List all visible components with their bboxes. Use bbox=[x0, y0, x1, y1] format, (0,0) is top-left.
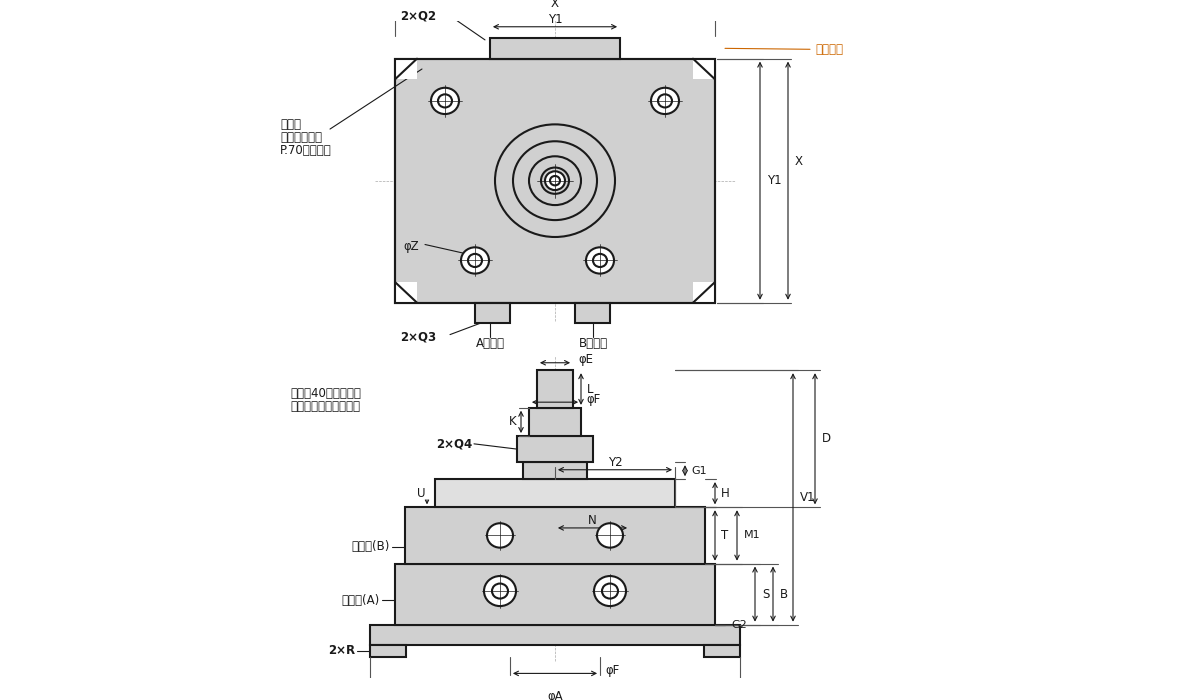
Text: 2×Q4: 2×Q4 bbox=[436, 438, 472, 450]
Circle shape bbox=[594, 576, 627, 606]
Bar bbox=[395, 564, 715, 624]
Circle shape bbox=[431, 88, 459, 114]
Text: M1: M1 bbox=[744, 531, 761, 540]
Circle shape bbox=[593, 254, 607, 267]
Text: φE: φE bbox=[577, 354, 593, 366]
Circle shape bbox=[492, 584, 508, 598]
Text: 2×Q2: 2×Q2 bbox=[400, 10, 436, 23]
Circle shape bbox=[651, 88, 679, 114]
Circle shape bbox=[488, 523, 513, 547]
Bar bbox=[490, 38, 621, 59]
Text: Bポート: Bポート bbox=[579, 337, 607, 351]
Circle shape bbox=[550, 176, 559, 186]
Bar bbox=[692, 282, 715, 302]
Bar bbox=[395, 59, 715, 302]
Text: D: D bbox=[822, 433, 831, 445]
Bar bbox=[370, 624, 740, 645]
Text: N: N bbox=[588, 514, 597, 527]
Circle shape bbox=[484, 576, 516, 606]
Text: P.70に掲載）: P.70に掲載） bbox=[280, 144, 332, 157]
Text: 平行キーになります。: 平行キーになります。 bbox=[290, 400, 361, 414]
Text: Y1: Y1 bbox=[767, 174, 781, 187]
Text: （揺動範囲は: （揺動範囲は bbox=[280, 131, 322, 144]
Bar bbox=[518, 436, 593, 462]
Text: G2: G2 bbox=[731, 620, 746, 629]
Text: V1: V1 bbox=[800, 491, 816, 504]
Circle shape bbox=[597, 523, 623, 547]
Text: ボディ(A): ボディ(A) bbox=[341, 594, 380, 607]
Bar bbox=[704, 645, 740, 657]
Text: B: B bbox=[780, 587, 788, 601]
Circle shape bbox=[468, 254, 482, 267]
Bar bbox=[575, 302, 610, 323]
Bar bbox=[537, 370, 573, 408]
Bar bbox=[395, 59, 417, 79]
Text: H: H bbox=[721, 486, 730, 500]
Text: φF: φF bbox=[586, 393, 600, 406]
Text: サイズ40は一面取が: サイズ40は一面取が bbox=[290, 387, 361, 400]
Text: U: U bbox=[417, 486, 425, 500]
Bar bbox=[435, 479, 674, 507]
Text: ボディ(B): ボディ(B) bbox=[352, 540, 391, 553]
Text: 2×R: 2×R bbox=[328, 645, 355, 657]
Text: X: X bbox=[551, 0, 559, 10]
Bar bbox=[405, 508, 704, 564]
Bar bbox=[395, 59, 715, 302]
Circle shape bbox=[545, 172, 565, 190]
Text: Aポート: Aポート bbox=[476, 337, 504, 351]
Text: 面取部: 面取部 bbox=[280, 118, 301, 131]
Text: S: S bbox=[762, 587, 769, 601]
Text: G1: G1 bbox=[691, 466, 707, 476]
Text: X: X bbox=[795, 155, 803, 169]
Text: φZ: φZ bbox=[403, 240, 418, 253]
Circle shape bbox=[438, 94, 452, 108]
Bar bbox=[370, 645, 406, 657]
Text: L: L bbox=[587, 382, 593, 396]
Circle shape bbox=[586, 247, 615, 274]
Text: φA: φA bbox=[547, 690, 563, 700]
Text: φF: φF bbox=[605, 664, 619, 677]
Text: 2×Q3: 2×Q3 bbox=[400, 331, 436, 344]
Text: K: K bbox=[509, 415, 518, 428]
Bar bbox=[530, 408, 581, 436]
Text: Y2: Y2 bbox=[607, 456, 622, 469]
Text: Y1: Y1 bbox=[547, 13, 562, 26]
Bar bbox=[692, 59, 715, 79]
Bar bbox=[474, 302, 510, 323]
Text: プレート: プレート bbox=[815, 43, 843, 56]
Circle shape bbox=[603, 584, 618, 598]
Circle shape bbox=[658, 94, 672, 108]
Text: T: T bbox=[721, 529, 728, 542]
Circle shape bbox=[461, 247, 489, 274]
Bar bbox=[524, 462, 587, 479]
Bar bbox=[395, 282, 417, 302]
